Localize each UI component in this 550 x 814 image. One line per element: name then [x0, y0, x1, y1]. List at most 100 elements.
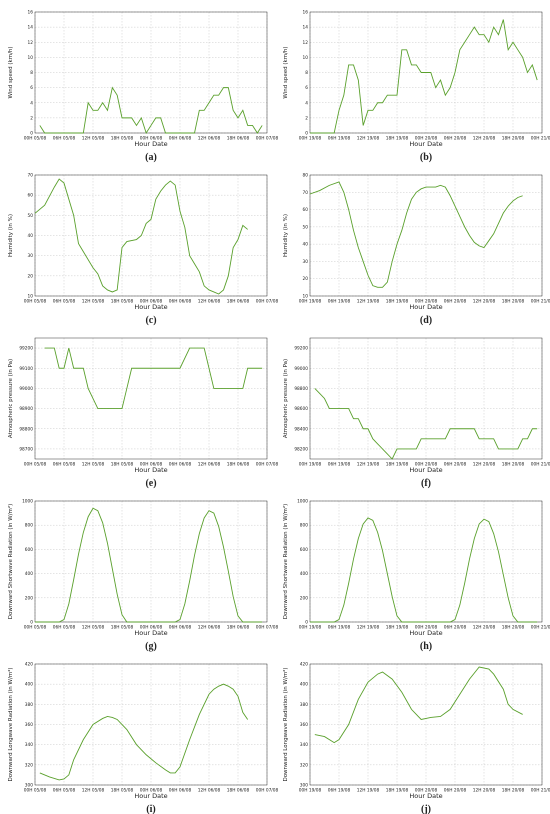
- y-tick-label: 400: [300, 682, 308, 688]
- x-tick-label: 18H 20/08: [502, 136, 525, 142]
- x-tick-label: 00H 20/08: [415, 625, 438, 631]
- y-tick-label: 1000: [22, 499, 33, 505]
- x-tick-label: 00H 07/08: [256, 299, 279, 305]
- y-tick-label: 0: [305, 620, 308, 626]
- x-axis-label: Hour Date: [409, 792, 442, 800]
- y-tick-label: 0: [305, 131, 308, 137]
- x-tick-label: 06H 06/08: [169, 625, 192, 631]
- data-line: [310, 517, 538, 623]
- x-tick-label: 18H 20/08: [502, 788, 525, 794]
- y-tick-label: 6: [30, 85, 33, 91]
- x-tick-label: 12H 06/08: [198, 625, 221, 631]
- x-tick-label: 06H 05/08: [53, 462, 76, 468]
- y-tick-label: 20: [28, 273, 34, 279]
- y-tick-label: 99200: [19, 346, 33, 352]
- x-tick-label: 06H 20/08: [444, 136, 467, 142]
- x-tick-label: 18H 06/08: [227, 136, 250, 142]
- x-tick-label: 12H 05/08: [82, 136, 105, 142]
- y-tick-label: 360: [25, 722, 33, 728]
- x-tick-label: 06H 19/08: [328, 625, 351, 631]
- data-line: [314, 388, 538, 460]
- y-axis-label: Humidity (in %): [283, 214, 289, 257]
- x-tick-label: 12H 05/08: [82, 299, 105, 305]
- y-tick-label: 10: [303, 294, 309, 300]
- x-tick-label: 18H 19/08: [386, 625, 409, 631]
- x-tick-label: 18H 05/08: [111, 299, 134, 305]
- y-tick-label: 10: [28, 55, 34, 61]
- y-tick-label: 50: [303, 224, 309, 230]
- y-tick-label: 380: [300, 702, 308, 708]
- panel-caption: (h): [420, 641, 432, 652]
- x-tick-label: 00H 06/08: [140, 462, 163, 468]
- x-tick-label: 12H 20/08: [473, 462, 496, 468]
- x-tick-label: 18H 19/08: [386, 788, 409, 794]
- panel-caption: (c): [145, 315, 156, 326]
- y-axis-label: Downward Longwave Radiation (in W/m²): [282, 667, 289, 781]
- y-tick-label: 14: [28, 25, 34, 31]
- x-tick-label: 00H 20/08: [415, 299, 438, 305]
- x-tick-label: 12H 20/08: [473, 625, 496, 631]
- x-tick-label: 00H 19/08: [299, 788, 322, 794]
- y-tick-label: 16: [303, 10, 309, 16]
- x-tick-label: 00H 21/08: [531, 788, 550, 794]
- y-tick-label: 200: [300, 595, 308, 601]
- y-axis-label: Humidity (in %): [8, 214, 14, 257]
- x-axis-label: Hour Date: [409, 629, 442, 637]
- y-axis-label: Downward Shortwave Radiation (in W/m²): [7, 504, 14, 620]
- x-tick-label: 12H 06/08: [198, 462, 221, 468]
- y-tick-label: 20: [303, 276, 309, 282]
- x-tick-label: 06H 05/08: [53, 788, 76, 794]
- x-tick-label: 18H 19/08: [386, 462, 409, 468]
- x-tick-label: 18H 06/08: [227, 788, 250, 794]
- x-tick-label: 12H 19/08: [357, 625, 380, 631]
- plot-frame: [34, 663, 268, 786]
- x-tick-label: 18H 19/08: [386, 299, 409, 305]
- y-tick-label: 4: [30, 100, 33, 106]
- y-tick-label: 98200: [294, 446, 308, 452]
- y-tick-label: 800: [25, 523, 33, 529]
- y-tick-label: 1000: [297, 499, 308, 505]
- x-tick-label: 12H 19/08: [357, 462, 380, 468]
- x-tick-label: 12H 05/08: [82, 788, 105, 794]
- x-tick-label: 18H 05/08: [111, 136, 134, 142]
- panel-caption: (d): [420, 315, 432, 326]
- x-axis-label: Hour Date: [409, 140, 442, 148]
- y-tick-label: 99200: [294, 346, 308, 352]
- y-tick-label: 8: [305, 70, 308, 76]
- y-tick-label: 12: [28, 40, 34, 46]
- x-tick-label: 12H 19/08: [357, 788, 380, 794]
- x-tick-label: 06H 20/08: [444, 462, 467, 468]
- x-tick-label: 12H 06/08: [198, 788, 221, 794]
- y-tick-label: 16: [28, 10, 34, 16]
- plot-frame: [309, 663, 543, 786]
- x-tick-label: 00H 05/08: [24, 462, 47, 468]
- y-tick-label: 80: [303, 173, 309, 179]
- x-tick-label: 00H 19/08: [299, 625, 322, 631]
- x-tick-label: 06H 06/08: [169, 788, 192, 794]
- plot-frame: [34, 11, 268, 134]
- y-tick-label: 70: [303, 190, 309, 196]
- y-tick-label: 98700: [19, 446, 33, 452]
- y-axis-label: Downward Longwave Radiation (in W/m²): [7, 667, 14, 781]
- data-line: [310, 19, 538, 134]
- y-tick-label: 360: [300, 722, 308, 728]
- x-tick-label: 00H 06/08: [140, 136, 163, 142]
- data-line: [44, 347, 263, 410]
- x-tick-label: 06H 20/08: [444, 788, 467, 794]
- x-tick-label: 12H 19/08: [357, 136, 380, 142]
- x-tick-label: 06H 06/08: [169, 299, 192, 305]
- x-tick-label: 18H 20/08: [502, 462, 525, 468]
- y-tick-label: 8: [30, 70, 33, 76]
- x-tick-label: 18H 20/08: [502, 625, 525, 631]
- x-tick-label: 00H 05/08: [24, 136, 47, 142]
- y-axis-label: Wind speed (km/h): [8, 46, 14, 98]
- x-axis-label: Hour Date: [134, 792, 167, 800]
- y-tick-label: 60: [303, 207, 309, 213]
- y-tick-label: 50: [28, 213, 34, 219]
- panel-caption: (b): [420, 152, 432, 163]
- y-tick-label: 320: [300, 762, 308, 768]
- y-tick-label: 200: [25, 595, 33, 601]
- data-line: [35, 507, 263, 623]
- y-tick-label: 10: [28, 294, 34, 300]
- x-tick-label: 18H 05/08: [111, 462, 134, 468]
